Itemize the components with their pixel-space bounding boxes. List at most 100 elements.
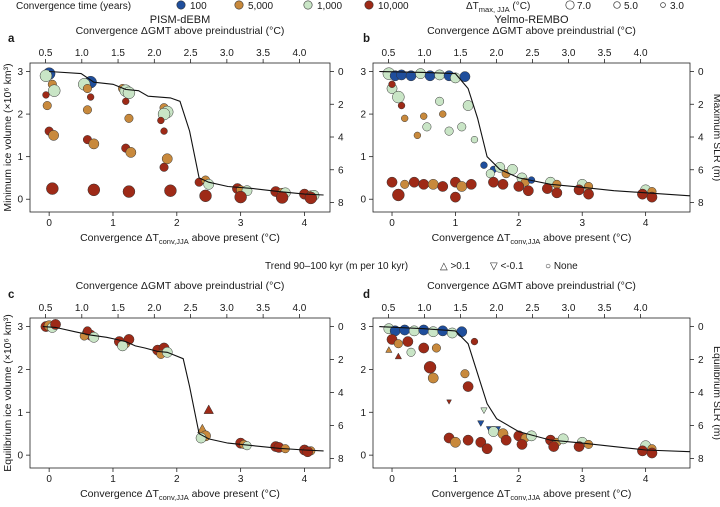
- panel-a-point-44: [275, 191, 289, 204]
- panel-c-y-tick-label-2: 2: [17, 365, 23, 376]
- panel-c-top-tick-label-3: 2.0: [147, 303, 161, 314]
- panel-b-point-16: [439, 110, 447, 118]
- panel-d-top-tick-label-2: 1.5: [454, 303, 468, 314]
- panel-d-letter: d: [363, 289, 370, 301]
- panel-b-point-14: [401, 114, 409, 122]
- panel-d-x-axis-label: Convergence ΔTconv,JJA above present (°C…: [432, 488, 632, 502]
- panel-b-point-46: [513, 181, 525, 192]
- panel-d-point-27: [488, 426, 499, 437]
- panel-d-top-tick-label-4: 2.5: [526, 303, 540, 314]
- panel-b-points: [382, 67, 658, 203]
- panel-b-point-30: [437, 181, 449, 192]
- panel-c-top-tick-label-2: 1.5: [111, 303, 125, 314]
- panel-d-point-6: [437, 325, 449, 337]
- panel-d-point-41: [557, 433, 569, 445]
- panel-d-x-tick-label-0: 0: [389, 474, 395, 485]
- panel-a-point-12: [86, 93, 95, 101]
- panel-a-top-tick-label-6: 3.5: [256, 48, 270, 59]
- panel-b-top-tick-label-6: 3.5: [598, 48, 612, 59]
- panel-c-point-29: [302, 446, 314, 458]
- panel-d-top-tick-label-7: 4.0: [634, 303, 648, 314]
- panel-a-point-3: [48, 84, 61, 97]
- panel-a-curve: [49, 70, 324, 196]
- legend-dt-title: ΔTmax, JJA (°C): [466, 1, 530, 14]
- panel-a-point-31: [159, 162, 169, 172]
- panel-d-point-21: [462, 381, 474, 392]
- panel-b-point-32: [456, 181, 468, 192]
- panel-a-top-tick-label-5: 3.0: [220, 48, 234, 59]
- panel-c-right-tick-label-4: 8: [338, 454, 344, 465]
- panel-d: d Convergence ΔGMT above preindustrial (°…: [360, 280, 720, 502]
- panel-b-y-tick-label-3: 3: [360, 67, 366, 78]
- panel-d-point-3: [408, 325, 420, 337]
- panel-a-right-tick-label-0: 0: [338, 67, 344, 78]
- panel-b-point-47: [522, 185, 534, 197]
- panel-b-point-18: [422, 122, 432, 132]
- legend-dt-marker-1: [613, 1, 621, 9]
- panel-d-top-tick-label-6: 3.5: [598, 303, 612, 314]
- panel-b-x-axis-label: Convergence ΔTconv,JJA above present (°C…: [432, 232, 632, 246]
- panel-c-frame: [29, 317, 331, 469]
- panel-c-y-tick-label-0: 0: [17, 451, 23, 462]
- panel-d-top-tick-label-5: 3.0: [562, 303, 576, 314]
- legend-trend: Trend 90–100 kyr (m per 10 kyr) △ >0.1 ▽…: [265, 261, 578, 272]
- panel-b-curve: [379, 70, 691, 197]
- panel-a-points: [39, 67, 320, 205]
- panel-b-point-25: [392, 188, 405, 202]
- panel-b-y-tick-label-2: 2: [360, 110, 366, 121]
- panel-a-point-32: [164, 184, 177, 197]
- panel-c-top-axis-label: Convergence ΔGMT above preindustrial (°C…: [76, 280, 285, 292]
- panel-d-point-42: [548, 441, 560, 452]
- panel-b-x-tick-label-1: 1: [453, 218, 459, 229]
- panel-a-point-36: [199, 189, 212, 203]
- legend-time-label-0: 100: [190, 1, 207, 12]
- panel-b-top-tick-label-2: 1.5: [454, 48, 468, 59]
- legend-trend-title: Trend 90–100 kyr (m per 10 kyr): [265, 261, 408, 272]
- panel-c-point-8: [82, 326, 92, 336]
- panel-a-point-15: [88, 138, 100, 150]
- panel-b-top-tick-label-3: 2.0: [490, 48, 504, 59]
- panel-d-point-34: [500, 434, 512, 446]
- panel-d-right-tick-label-3: 6: [698, 421, 704, 432]
- panel-c-top-tick-label-5: 3.0: [220, 303, 234, 314]
- panel-d-point-49: [646, 447, 658, 459]
- panel-b-point-51: [551, 187, 563, 199]
- panel-c-letter: c: [8, 289, 15, 301]
- panel-d-point-30: [450, 436, 461, 448]
- legend-dt-label-1: 5.0: [624, 1, 638, 12]
- panel-b-title: Yelmo-REMBO: [494, 14, 569, 26]
- legend-time-marker-0: [176, 0, 186, 10]
- panel-c-right-tick-label-3: 6: [338, 421, 344, 432]
- panel-d-right-tick-label-2: 4: [698, 388, 704, 399]
- panel-c-x-tick-label-4: 4: [302, 474, 308, 485]
- panel-d-y-tick-label-1: 1: [360, 408, 366, 419]
- panel-d-point-11: [402, 336, 414, 347]
- panel-c-x-tick-label-2: 2: [174, 474, 180, 485]
- panel-c-x-axis-label: Convergence ΔTconv,JJA above present (°C…: [80, 488, 280, 502]
- panel-d-frame: [372, 317, 691, 469]
- panel-a-frame: [29, 62, 331, 213]
- panel-c-x-tick-label-0: 0: [46, 474, 52, 485]
- panel-d-right-tick-label-0: 0: [698, 322, 704, 333]
- panel-d-right-tick-label-4: 8: [698, 454, 704, 465]
- panel-c-y-tick-label-3: 3: [17, 322, 23, 333]
- panel-d-point-15: [431, 343, 441, 353]
- panel-d-point-38: [516, 439, 528, 450]
- panel-a-right-tick-label-1: 2: [338, 100, 344, 111]
- panel-a-point-8: [46, 182, 59, 195]
- panel-a-point-29: [160, 127, 168, 135]
- panel-a-top-tick-label-7: 4.0: [292, 48, 306, 59]
- panel-d-points: [383, 323, 658, 459]
- panel-d-point-12: [385, 346, 393, 353]
- legend-dt: ΔTmax, JJA (°C) 7.0 5.0 3.0: [466, 0, 684, 14]
- panel-b-top-tick-label-0: 0.5: [381, 48, 395, 59]
- panel-a-y-tick-label-1: 1: [17, 152, 23, 163]
- panel-d-top-tick-label-0: 0.5: [381, 303, 395, 314]
- legend-dt-label-2: 3.0: [670, 1, 684, 12]
- panel-d-x-tick-label-4: 4: [643, 474, 649, 485]
- panel-b-top-tick-label-4: 2.5: [526, 48, 540, 59]
- panel-d-point-2: [399, 324, 411, 336]
- panel-d-point-22: [470, 337, 479, 346]
